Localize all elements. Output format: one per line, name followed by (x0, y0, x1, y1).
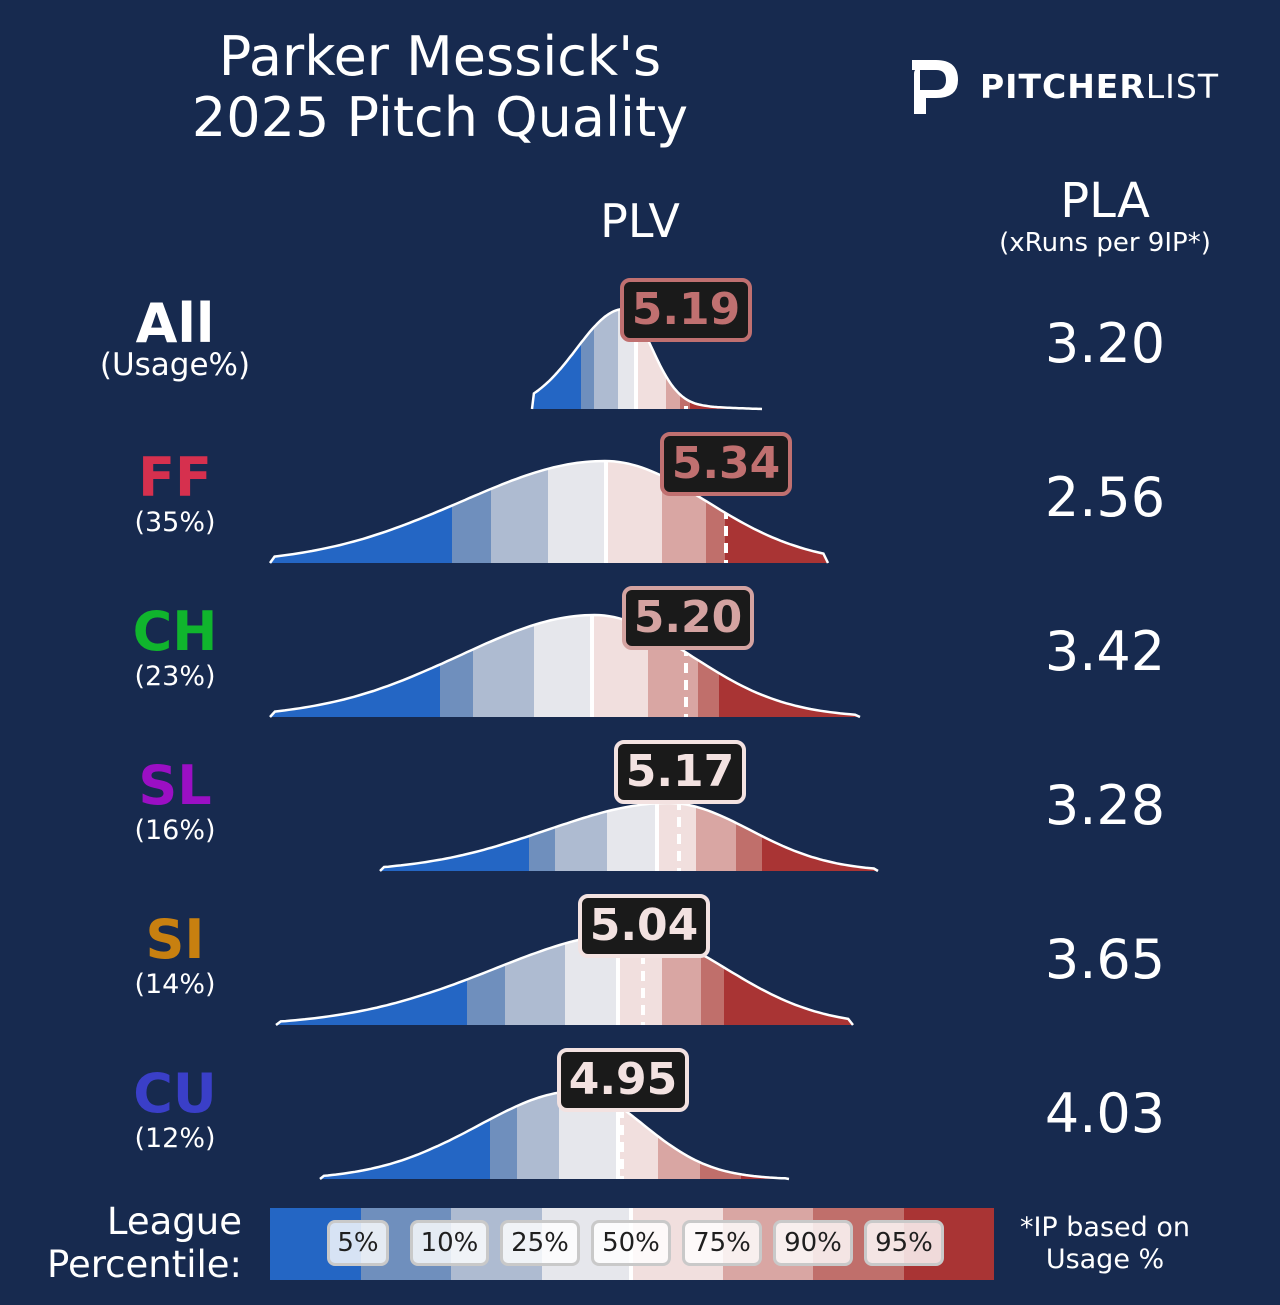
plv-value-box: 4.95 (557, 1048, 689, 1112)
legend-label: League Percentile: (20, 1200, 242, 1286)
plv-value-box: 5.19 (620, 278, 752, 342)
percentile-band (270, 461, 452, 563)
pitch-name: All (135, 292, 215, 355)
pla-value: 3.28 (1044, 774, 1166, 837)
percentile-band (555, 803, 607, 871)
pitch-name: SL (138, 754, 212, 817)
plv-value-box: 5.17 (614, 740, 746, 804)
percentile-band (594, 309, 618, 409)
density-outline (269, 613, 861, 719)
pitch-usage: (35%) (134, 507, 216, 538)
pla-subheader: (xRuns per 9IP*) (999, 228, 1211, 258)
title-line-1: Parker Messick's (218, 25, 662, 88)
percentile-band (517, 1091, 559, 1179)
plv-value-box: 5.34 (660, 432, 792, 496)
percentile-chip: 95% (864, 1220, 944, 1266)
percentile-band (490, 1091, 517, 1179)
ip-footnote-line-1: *IP based on (1019, 1212, 1191, 1243)
pitcherlist-p-icon (912, 60, 958, 114)
pitch-usage: (Usage%) (99, 347, 251, 383)
percentile-band (548, 461, 606, 563)
percentile-band (505, 933, 565, 1025)
pitch-name: CH (132, 600, 218, 663)
pitch-row-ff: FF (35%) 5.34 2.56 (0, 424, 1280, 578)
percentile-band (657, 803, 696, 871)
pitch-name: SI (145, 908, 205, 971)
plv-value-box: 5.20 (622, 586, 754, 650)
pitch-row-si: SI (14%) 5.04 3.65 (0, 886, 1280, 1040)
pitch-usage: (23%) (134, 661, 216, 692)
pla-value: 3.42 (1044, 620, 1166, 683)
pla-value: 3.65 (1044, 928, 1166, 991)
plv-distribution (269, 613, 861, 719)
percentile-band (532, 309, 581, 409)
percentile-band (276, 933, 467, 1025)
ip-footnote-line-2: Usage % (1045, 1244, 1165, 1275)
pla-value: 3.20 (1044, 312, 1166, 375)
percentile-band (700, 1091, 741, 1179)
percentile-chip: 90% (773, 1220, 853, 1266)
percentile-band (724, 933, 853, 1025)
percentile-chip: 50% (591, 1220, 671, 1266)
density-outline (319, 1089, 790, 1181)
pla-value: 4.03 (1044, 1082, 1166, 1145)
pitch-usage: (12%) (134, 1123, 216, 1154)
pitch-row-sl: SL (16%) 5.17 3.28 (0, 732, 1280, 886)
logo-wordmark: PITCHERLIST (980, 68, 1219, 106)
plv-value-box: 5.04 (578, 894, 710, 958)
pla-value: 2.56 (1044, 466, 1166, 529)
percentile-chip: 10% (410, 1220, 489, 1266)
density-outline (379, 801, 879, 873)
density-outline (275, 931, 854, 1026)
percentile-band (380, 803, 529, 871)
pitch-row-cu: CU (12%) 4.95 4.03 (0, 1040, 1280, 1194)
logo-wordmark-bold: PITCHER (980, 67, 1146, 106)
percentile-band (581, 309, 594, 409)
pitch-usage: (16%) (134, 815, 216, 846)
percentile-chip: 75% (682, 1220, 762, 1266)
percentile-band (529, 803, 555, 871)
chart-title: Parker Messick's 2025 Pitch Quality (140, 26, 740, 148)
percentile-band (320, 1091, 490, 1179)
percentile-band (270, 615, 440, 717)
legend-label-line-1: League (106, 1200, 242, 1243)
pitch-name: FF (138, 446, 212, 509)
percentile-band (534, 615, 592, 717)
percentile-chip: 5% (327, 1220, 389, 1266)
percentile-chip: 25% (500, 1220, 580, 1266)
pitch-row-all: All (Usage%) 5.19 3.20 (0, 270, 1280, 424)
percentile-band (606, 461, 662, 563)
pitch-name: CU (133, 1062, 217, 1125)
pitch-usage: (14%) (134, 969, 216, 1000)
legend-label-line-2: Percentile: (46, 1243, 242, 1286)
title-line-2: 2025 Pitch Quality (191, 86, 689, 149)
percentile-band (491, 461, 548, 563)
percentile-band (607, 803, 657, 871)
pla-header: PLA (1060, 173, 1150, 229)
plv-header: PLV (600, 194, 680, 248)
plv-distribution (379, 801, 879, 873)
pitch-row-ch: CH (23%) 5.20 3.42 (0, 578, 1280, 732)
percentile-band (473, 615, 534, 717)
density-outline (268, 459, 830, 564)
logo-wordmark-light: LIST (1145, 67, 1219, 106)
ip-footnote: *IP based on Usage % (1000, 1212, 1210, 1276)
pitcherlist-logo: PITCHERLIST (906, 56, 1226, 118)
